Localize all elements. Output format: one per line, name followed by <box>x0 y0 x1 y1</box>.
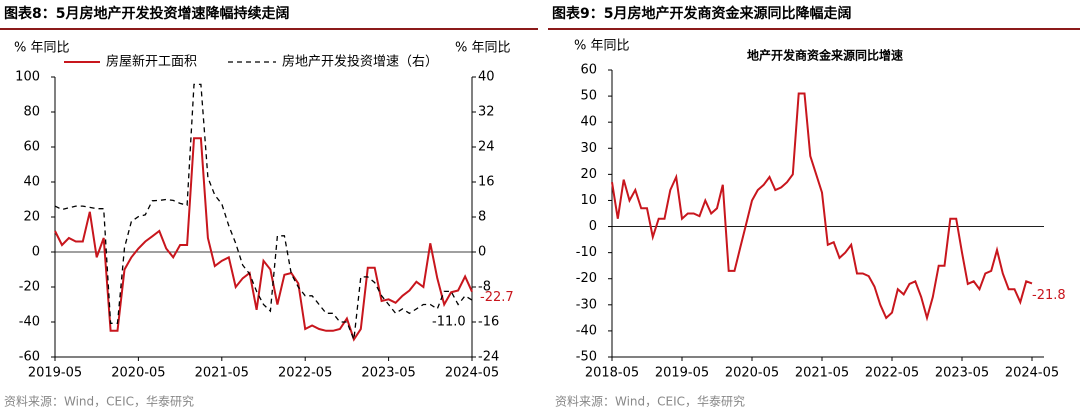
series-line <box>611 92 1033 322</box>
series-line <box>54 83 473 340</box>
y-tick-label: 50 <box>580 89 597 104</box>
y2-tick-label: 16 <box>478 175 495 190</box>
x-tick-label: 2024-05 <box>1005 366 1059 381</box>
y-axis-label: % 年同比 <box>14 41 70 56</box>
y-tick-label: 100 <box>15 70 40 85</box>
x-tick-label: 2021-05 <box>195 366 249 381</box>
y-tick-label: -20 <box>576 271 597 286</box>
x-tick-label: 2019-05 <box>655 366 709 381</box>
y-tick-label: 40 <box>23 175 40 190</box>
y2-tick-label: 32 <box>478 105 495 120</box>
y-tick-label: 30 <box>580 141 597 156</box>
y-tick-label: 10 <box>580 193 597 208</box>
y2-tick-label: -24 <box>478 350 499 365</box>
y2-tick-label: 24 <box>478 140 495 155</box>
chart-subtitle: 地产开发商资金来源同比增速 <box>747 48 903 63</box>
x-tick-label: 2022-05 <box>278 366 332 381</box>
y2-tick-label: -8 <box>478 280 491 295</box>
series-line <box>54 137 473 342</box>
annotation: -11.0 <box>432 315 466 330</box>
y-tick-label: -40 <box>576 323 597 338</box>
y-tick-label: 80 <box>23 105 40 120</box>
y2-axis-label: % 年同比 <box>455 41 511 56</box>
y2-tick-label: 8 <box>478 210 486 225</box>
legend-label: 房地产开发投资增速（右） <box>282 54 438 70</box>
x-tick-label: 2024-05 <box>445 366 499 381</box>
y2-tick-label: 0 <box>478 245 486 260</box>
y-tick-label: -30 <box>576 297 597 312</box>
y-tick-label: 60 <box>580 63 597 78</box>
y-tick-label: -10 <box>576 245 597 260</box>
y-tick-label: 0 <box>32 245 40 260</box>
x-tick-label: 2020-05 <box>111 366 165 381</box>
x-tick-label: 2023-05 <box>361 366 415 381</box>
y-tick-label: 20 <box>23 210 40 225</box>
legend-label: 房屋新开工面积 <box>106 54 197 70</box>
y-axis-label: % 年同比 <box>574 39 630 54</box>
y-tick-label: 40 <box>580 115 597 130</box>
y-tick-label: 60 <box>23 140 40 155</box>
x-tick-label: 2020-05 <box>725 366 779 381</box>
x-tick-label: 2018-05 <box>585 366 639 381</box>
y-tick-label: -40 <box>19 315 40 330</box>
x-tick-label: 2021-05 <box>795 366 849 381</box>
y2-tick-label: -16 <box>478 315 499 330</box>
x-tick-label: 2019-05 <box>28 366 82 381</box>
annotation: -21.8 <box>1032 288 1066 303</box>
source: 资料来源：Wind，CEIC，华泰研究 <box>4 394 194 409</box>
x-tick-label: 2023-05 <box>935 366 989 381</box>
y-tick-label: -60 <box>19 350 40 365</box>
annotation: -22.7 <box>480 290 514 305</box>
y-tick-label: 0 <box>589 219 597 234</box>
y-tick-label: -20 <box>19 280 40 295</box>
y2-tick-label: 40 <box>478 70 495 85</box>
panel-title: 图表8：5月房地产开发投资增速降幅持续走阔 <box>4 5 289 22</box>
y-tick-label: 20 <box>580 167 597 182</box>
source: 资料来源：Wind，CEIC，华泰研究 <box>555 394 745 409</box>
y-tick-label: -50 <box>576 350 597 365</box>
x-tick-label: 2022-05 <box>865 366 919 381</box>
panel-title: 图表9：5月房地产开发商资金来源同比降幅走阔 <box>552 5 851 22</box>
